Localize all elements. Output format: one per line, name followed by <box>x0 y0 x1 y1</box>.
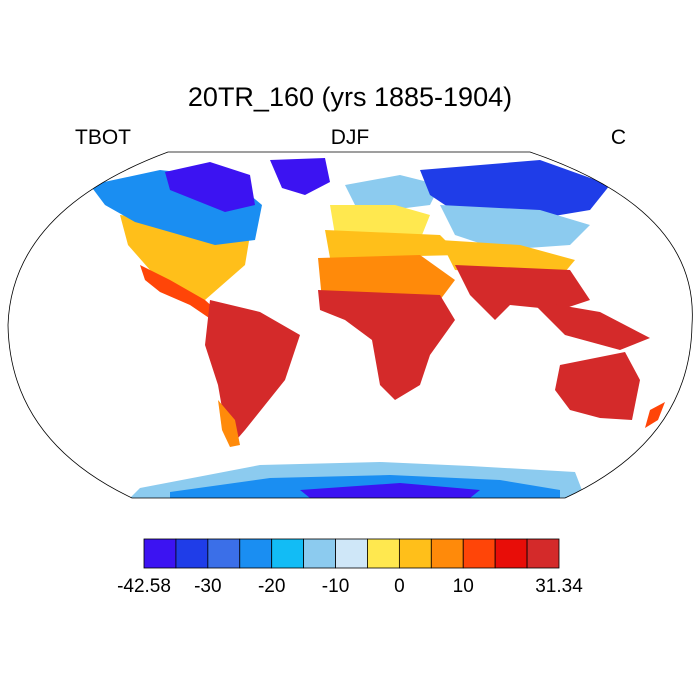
colorbar-swatch <box>398 538 432 569</box>
central-america <box>140 265 225 322</box>
colorbar-tick-label: 0 <box>394 576 405 597</box>
central-asia <box>440 205 590 250</box>
southeast-asia <box>530 300 650 350</box>
africa <box>318 290 455 400</box>
colorbar-swatch <box>271 538 305 569</box>
colorbar-swatch <box>303 538 336 569</box>
south-america-tip <box>218 400 240 447</box>
colorbar-swatch <box>494 538 528 569</box>
australia <box>555 352 640 420</box>
colorbar-tick-label: 31.34 <box>535 576 583 597</box>
south-america <box>205 300 300 445</box>
map-title: 20TR_160 (yrs 1885-1904) <box>187 82 513 112</box>
new-zealand <box>645 402 665 428</box>
colorbar-tick-label: -42.58 <box>117 576 171 597</box>
colorbar-tick-label: 10 <box>453 576 474 597</box>
variable-label: TBOT <box>75 126 131 149</box>
africa-north <box>318 255 455 300</box>
colorbar-swatch <box>462 538 496 569</box>
greenland <box>270 158 330 195</box>
colorbar-swatch <box>367 538 400 569</box>
units-label: C <box>610 126 626 149</box>
map-border <box>7 151 693 499</box>
siberia <box>420 160 610 220</box>
colorbar-swatch <box>239 538 273 569</box>
mediterranean-band <box>325 230 460 258</box>
colorbar-swatch <box>207 538 241 569</box>
colorbar-tick-label: -30 <box>194 576 221 597</box>
season-label: DJF <box>330 126 370 149</box>
antarctica-deep <box>300 483 480 498</box>
colorbar-swatch <box>143 538 177 569</box>
colorbar-swatch <box>430 538 464 569</box>
europe-cold <box>345 175 440 210</box>
land-fill <box>90 158 665 498</box>
colorbar-tick-label: -20 <box>258 576 285 597</box>
colorbar-tick-label: -10 <box>322 576 349 597</box>
north-america-arctic <box>165 162 255 212</box>
colorbar-swatch <box>335 538 368 569</box>
colorbar-swatch <box>526 538 560 569</box>
colorbar-swatch <box>175 538 209 569</box>
